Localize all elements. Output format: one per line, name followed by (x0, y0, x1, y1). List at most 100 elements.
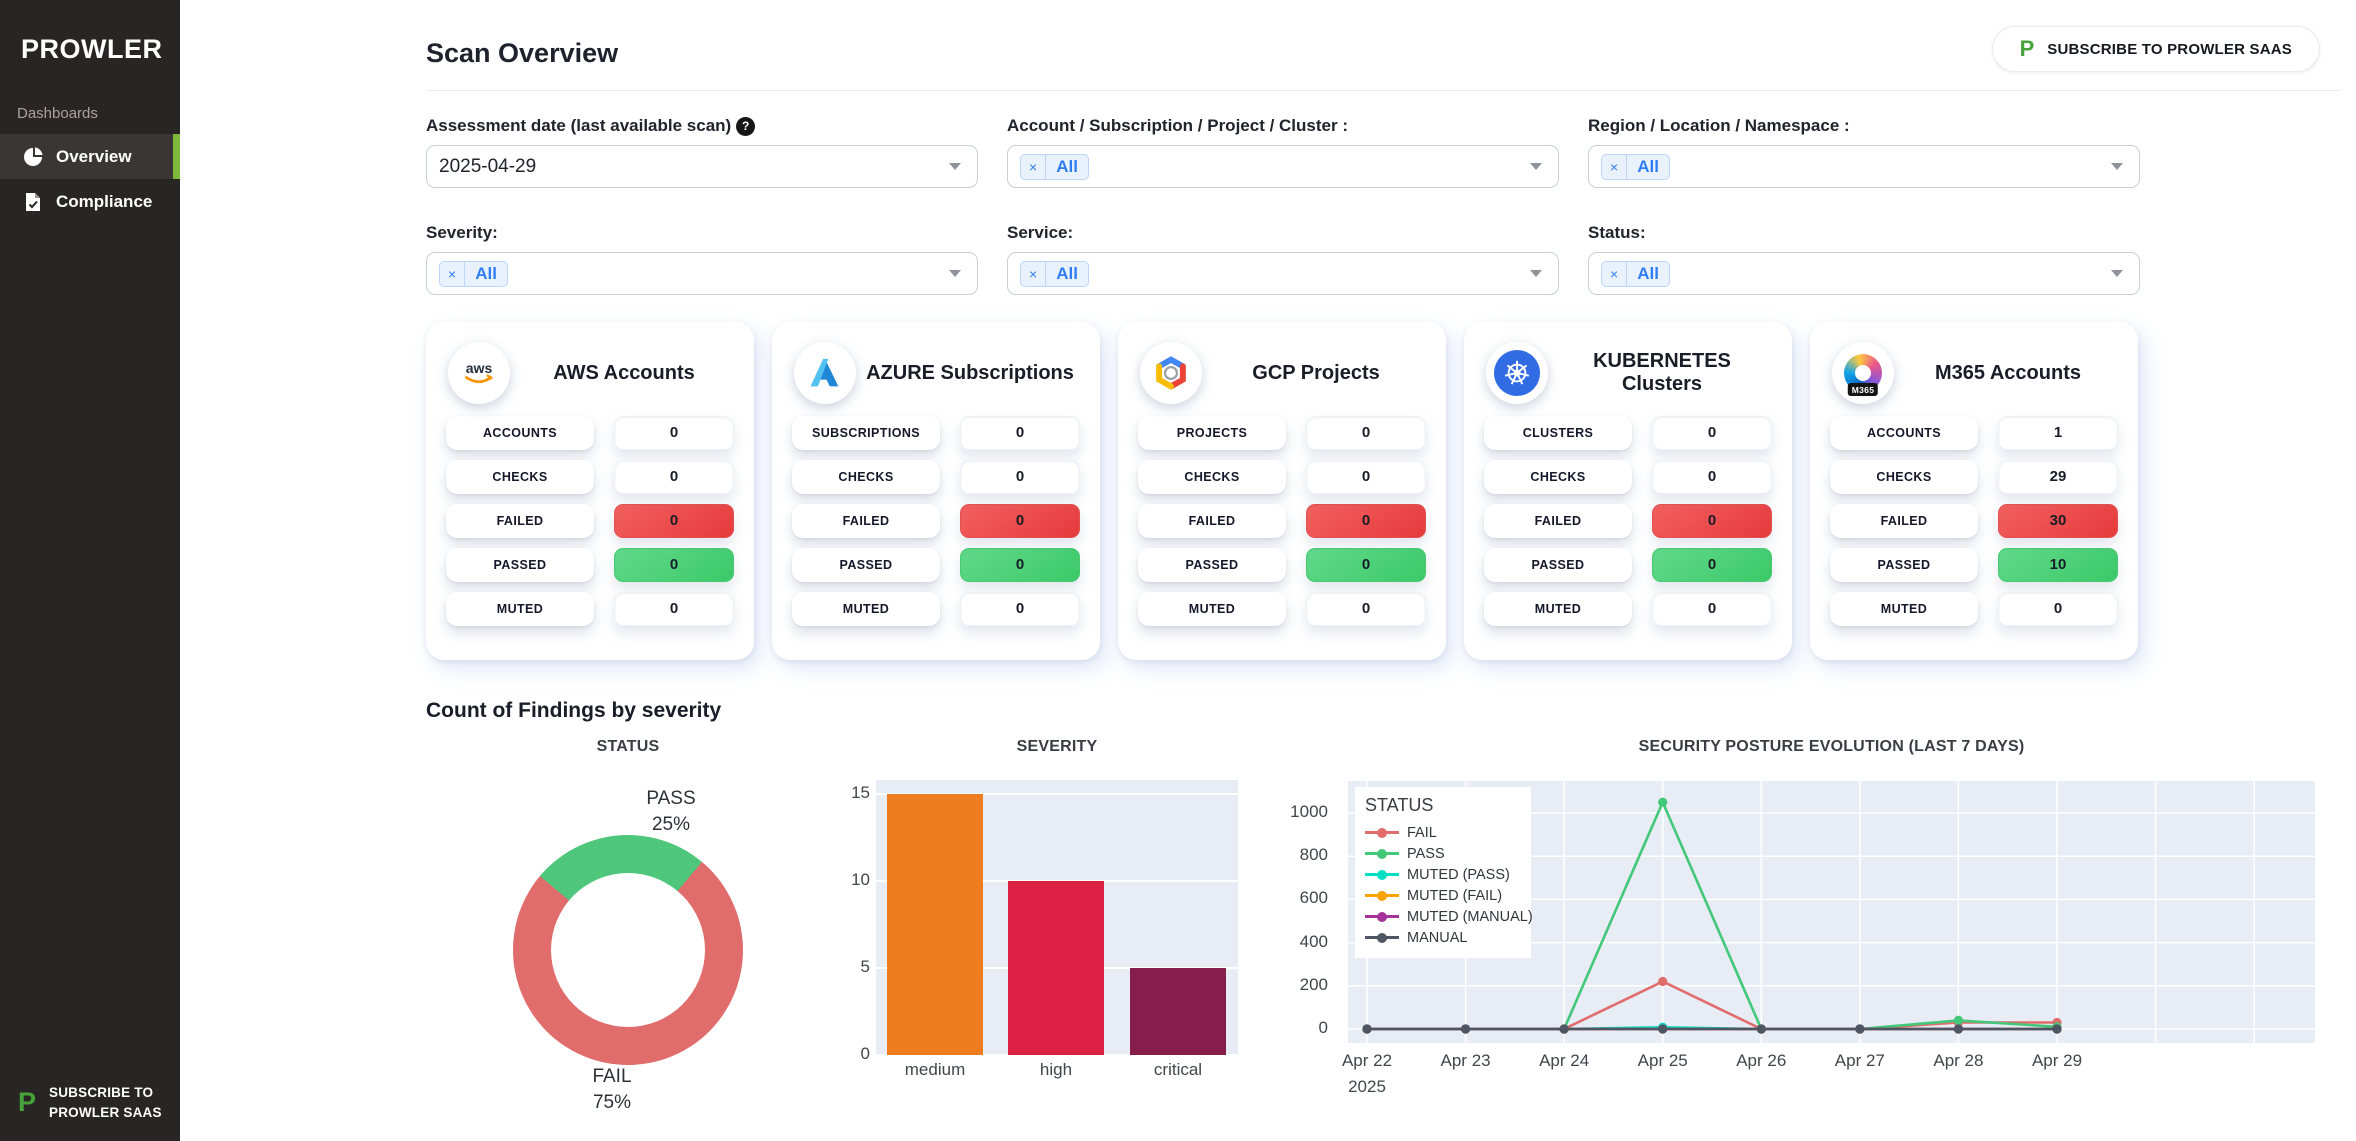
filter-status: Status: × All (1588, 223, 2140, 295)
legend-line-marker (1365, 911, 1399, 922)
row-value-pill-muted: 0 (960, 592, 1080, 626)
sidebar-item-label: Compliance (56, 191, 153, 211)
row-value-pill-failed: 0 (1306, 504, 1426, 538)
x-tick-label: critical (1153, 1060, 1203, 1079)
sidebar-subscribe-link[interactable]: P SUBSCRIBE TO PROWLER SAAS (18, 1083, 162, 1124)
chip-remove-icon[interactable]: × (1021, 261, 1047, 286)
subscribe-button-label: SUBSCRIBE TO PROWLER SAAS (2047, 40, 2292, 58)
y-tick-label: 400 (1299, 931, 1328, 951)
row-value-pill-passed: 10 (1998, 548, 2118, 582)
chip-remove-icon[interactable]: × (1602, 261, 1628, 286)
row-value-pill-subscriptions: 0 (960, 416, 1080, 450)
legend-line-marker (1365, 932, 1399, 943)
filters-grid: Assessment date (last available scan)? 20… (426, 116, 2140, 295)
legend-label: FAIL (1407, 824, 1437, 841)
legend-line-marker (1365, 827, 1399, 838)
aws-logo-icon: aws (448, 342, 510, 404)
severity-chart-title: SEVERITY (1016, 738, 1098, 755)
row-value-pill-failed: 0 (614, 504, 734, 538)
filter-input-severity[interactable]: × All (426, 252, 978, 295)
x-tick-sublabel-year: 2025 (1348, 1077, 1386, 1096)
azure-logo-icon (794, 342, 856, 404)
sidebar-subscribe-line1: SUBSCRIBE TO (49, 1084, 154, 1100)
chip-remove-icon[interactable]: × (1602, 154, 1628, 179)
row-value-pill-failed: 0 (1652, 504, 1772, 538)
legend-item-muted-fail-[interactable]: MUTED (FAIL) (1365, 885, 1521, 906)
row-label-pill: PASSED (446, 548, 594, 582)
filter-input-account[interactable]: × All (1007, 145, 1559, 188)
filter-value-assessment-date: 2025-04-29 (439, 155, 537, 177)
chip-remove-icon[interactable]: × (440, 261, 466, 286)
donut-label-text: FAIL (592, 1066, 632, 1087)
filter-region: Region / Location / Namespace : × All (1588, 116, 2140, 188)
posture-line-chart[interactable]: STATUS FAIL PASS MUTED (PASS) MUTED (FAIL) MU… (1348, 781, 2315, 1043)
posture-chart-title: SECURITY POSTURE EVOLUTION (LAST 7 DAYS) (1638, 738, 2025, 755)
x-tick-label: Apr 28 (1933, 1051, 1984, 1070)
row-label-pill: MUTED (1484, 592, 1632, 626)
data-point (1658, 1024, 1668, 1034)
data-point (1953, 1024, 1964, 1034)
sidebar-item-overview[interactable]: Overview (0, 134, 180, 179)
provider-card-header: aws AWS Accounts (448, 342, 732, 404)
svg-text:aws: aws (466, 360, 493, 376)
legend-item-muted-pass-[interactable]: MUTED (PASS) (1365, 864, 1521, 885)
filter-input-assessment-date[interactable]: 2025-04-29 (426, 145, 978, 188)
status-chart-title: STATUS (596, 738, 660, 755)
row-value-pill-checks: 29 (1998, 460, 2118, 494)
kubernetes-logo-icon (1486, 342, 1548, 404)
donut-label-fail: FAIL 75% (552, 1064, 672, 1115)
filter-input-service[interactable]: × All (1007, 252, 1559, 295)
filter-label-service: Service: (1007, 223, 1074, 242)
provider-card-row: CHECKS 0 (792, 460, 1080, 494)
legend-item-manual[interactable]: MANUAL (1365, 927, 1521, 948)
selected-chip-region: × All (1601, 153, 1670, 180)
provider-card-row: PASSED 0 (1138, 548, 1426, 582)
legend-item-muted-manual-[interactable]: MUTED (MANUAL) (1365, 906, 1533, 927)
status-donut-chart[interactable] (513, 835, 743, 1065)
sidebar-item-compliance[interactable]: Compliance (0, 179, 180, 224)
filter-input-region[interactable]: × All (1588, 145, 2140, 188)
chip-label: All (1056, 263, 1078, 283)
chip-remove-icon[interactable]: × (1021, 154, 1047, 179)
provider-card-title: GCP Projects (1252, 361, 1380, 384)
donut-label-text: PASS (646, 788, 696, 809)
legend-item-pass[interactable]: PASS (1365, 843, 1521, 864)
document-check-icon (23, 192, 43, 212)
subscribe-to-prowler-saas-button[interactable]: P SUBSCRIBE TO PROWLER SAAS (1991, 26, 2320, 72)
legend-label: PASS (1407, 845, 1445, 862)
provider-card-row: MUTED 0 (792, 592, 1080, 626)
bar-high (1008, 881, 1104, 1055)
provider-card-row: CHECKS 29 (1830, 460, 2118, 494)
provider-card-title: AZURE Subscriptions (866, 361, 1074, 384)
chevron-down-icon (1530, 270, 1542, 277)
provider-card-row: FAILED 0 (792, 504, 1080, 538)
gcp-logo-icon (1140, 342, 1202, 404)
prowler-p-icon: P (18, 1087, 37, 1118)
row-label-pill: CHECKS (1138, 460, 1286, 494)
chip-label: All (1637, 156, 1659, 176)
chevron-down-icon (1530, 163, 1542, 170)
data-point (1460, 1024, 1471, 1034)
y-tick-label: 15 (851, 783, 870, 802)
help-icon[interactable]: ? (736, 116, 756, 136)
row-value-pill-accounts: 1 (1998, 416, 2118, 450)
row-label-pill: ACCOUNTS (1830, 416, 1978, 450)
row-label-pill: FAILED (1484, 504, 1632, 538)
filter-input-status[interactable]: × All (1588, 252, 2140, 295)
chevron-down-icon (949, 163, 961, 170)
provider-card-kubernetes: KUBERNETES Clusters CLUSTERS 0 CHECKS 0 FAILE… (1464, 322, 1792, 660)
legend-line-marker (1365, 848, 1399, 859)
row-label-pill: MUTED (792, 592, 940, 626)
row-value-pill-checks: 0 (960, 460, 1080, 494)
y-tick-label: 5 (860, 957, 870, 976)
filter-account: Account / Subscription / Project / Clust… (1007, 116, 1559, 188)
selected-chip-severity: × All (439, 260, 508, 287)
prowler-logo: PROWLER (21, 34, 163, 64)
filter-label-account: Account / Subscription / Project / Clust… (1007, 116, 1348, 135)
legend-item-fail[interactable]: FAIL (1365, 822, 1521, 843)
severity-bar-chart[interactable] (876, 780, 1238, 1056)
sidebar-section-dashboards: Dashboards (17, 105, 98, 122)
data-point (1855, 1024, 1865, 1034)
data-point (1953, 1015, 1964, 1025)
